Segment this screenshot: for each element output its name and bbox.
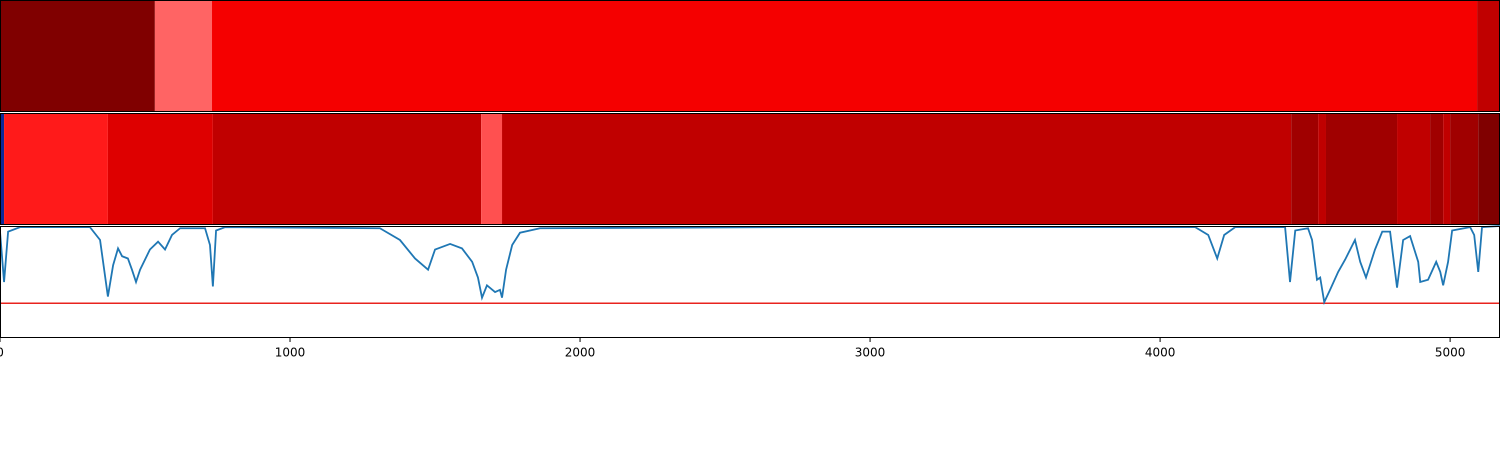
segment (212, 0, 1478, 112)
segment (502, 113, 1292, 225)
segment (154, 0, 213, 112)
x-tick-label: 3000 (855, 346, 886, 360)
segment (1318, 113, 1326, 225)
panel-frame (0, 226, 1500, 338)
x-tick-label: 1000 (275, 346, 306, 360)
segment (4, 113, 108, 225)
segment (1325, 113, 1398, 225)
segment (1291, 113, 1319, 225)
segment (0, 0, 155, 112)
x-tick-label: 0 (0, 346, 4, 360)
x-tick-label: 5000 (1435, 346, 1466, 360)
segment (1443, 113, 1451, 225)
segment (0, 113, 5, 225)
x-tick-label: 2000 (565, 346, 596, 360)
segment (1430, 113, 1444, 225)
line-series (0, 225, 1500, 306)
segment (1478, 113, 1500, 225)
segment (1477, 0, 1500, 112)
segment (212, 113, 482, 225)
segment (1397, 113, 1431, 225)
segment (1450, 113, 1479, 225)
segment (107, 113, 213, 225)
x-tick-label: 4000 (1145, 346, 1176, 360)
segment (481, 113, 503, 225)
